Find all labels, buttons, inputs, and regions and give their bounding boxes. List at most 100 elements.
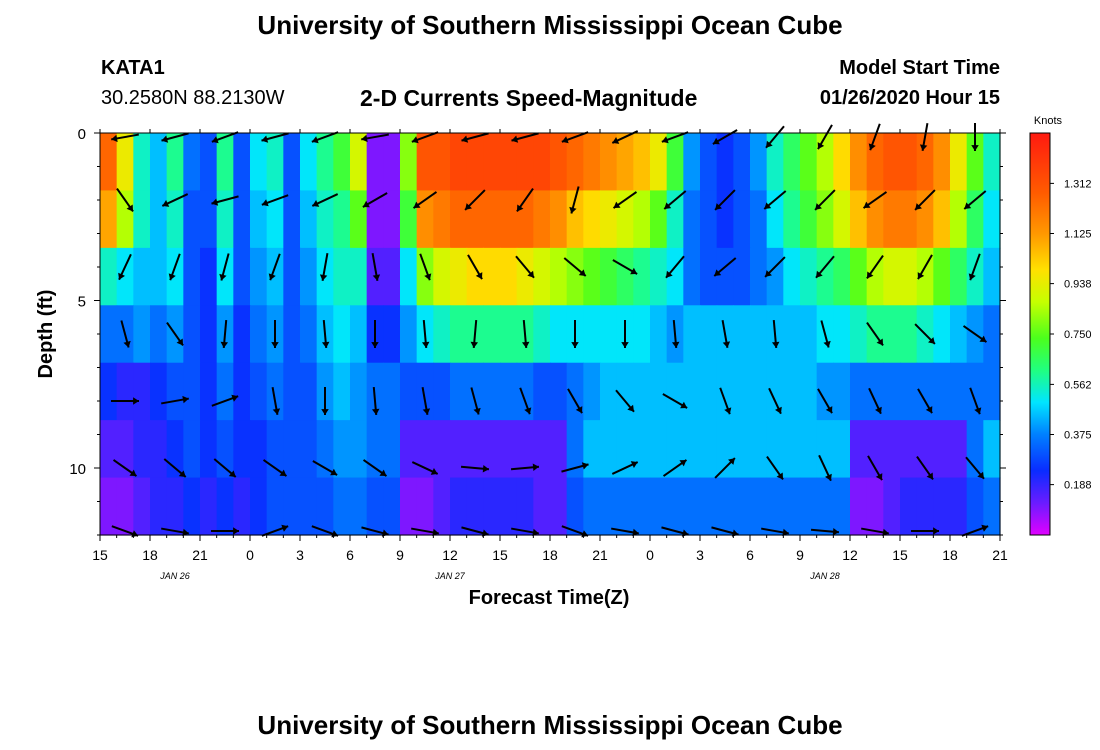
heatmap-cell (883, 190, 901, 249)
heatmap-cell (833, 190, 851, 249)
heatmap-cell (433, 420, 451, 479)
heatmap-cell (100, 190, 118, 249)
heatmap-cell (166, 477, 184, 536)
heatmap-cell (933, 420, 951, 479)
current-arrow (719, 387, 732, 415)
heatmap-cell (233, 420, 251, 479)
heatmap-cell (500, 305, 518, 364)
heatmap-cell (300, 133, 318, 192)
heatmap-cell (566, 362, 584, 421)
heatmap-cell (216, 133, 234, 192)
heatmap-cell (733, 247, 751, 306)
heatmap-cell (400, 247, 418, 306)
heatmap-cell (766, 133, 784, 192)
heatmap-cell (700, 190, 718, 249)
heatmap-cell (900, 362, 918, 421)
current-arrow (412, 191, 438, 209)
heatmap-cell (933, 362, 951, 421)
current-arrow (211, 131, 239, 144)
heatmap-cell (200, 305, 218, 364)
current-arrow (962, 325, 988, 343)
date-label: JAN 27 (434, 571, 466, 581)
heatmap-cell (266, 420, 284, 479)
heatmap-cell (316, 133, 334, 192)
heatmap-cell (750, 305, 768, 364)
heatmap-cell (250, 420, 268, 479)
current-arrow (163, 458, 187, 478)
current-vectors (111, 123, 989, 538)
x-tick-label: 15 (892, 547, 908, 563)
heatmap-cell (566, 133, 584, 192)
heatmap-cell (983, 420, 1001, 479)
x-tick-label: 18 (942, 547, 958, 563)
heatmap-cell (716, 477, 734, 536)
current-arrow (421, 319, 430, 349)
x-tick-label: 9 (396, 547, 404, 563)
heatmap-cell (750, 190, 768, 249)
heatmap-cell (633, 477, 651, 536)
heatmap-cell (883, 420, 901, 479)
heatmap-cell (900, 133, 918, 192)
heatmap-cell (266, 362, 284, 421)
heatmap-cell (866, 247, 884, 306)
heatmap-cell (366, 477, 384, 536)
heatmap-cell (383, 190, 401, 249)
date-label: JAN 28 (809, 571, 840, 581)
heatmap-cell (133, 362, 151, 421)
heatmap-cell (900, 305, 918, 364)
current-arrow (867, 455, 883, 481)
current-arrow (563, 257, 587, 277)
heatmap-cell (400, 477, 418, 536)
heatmap-cell (366, 420, 384, 479)
heatmap-cell (566, 190, 584, 249)
heatmap-cell (450, 362, 468, 421)
current-arrow (917, 388, 933, 414)
heatmap-cell (750, 477, 768, 536)
current-arrow (662, 393, 688, 409)
y-axis: 0 5 10 (69, 126, 1006, 536)
heatmap-cell (583, 362, 601, 421)
heatmap-cell (616, 247, 634, 306)
colorbar-tick-label: 0.375 (1064, 430, 1092, 442)
heatmap-cell (850, 190, 868, 249)
heatmap-cell (450, 133, 468, 192)
heatmap-cell (750, 133, 768, 192)
heatmap-cell (766, 477, 784, 536)
current-arrow (411, 527, 439, 537)
heatmap-cell (833, 477, 851, 536)
date-label: JAN 26 (159, 571, 190, 581)
heatmap-cell (383, 305, 401, 364)
x-tick-label: 0 (646, 547, 654, 563)
current-arrow (361, 133, 389, 143)
heatmap-cell (200, 190, 218, 249)
current-arrow (771, 319, 780, 349)
heatmap-cell (683, 247, 701, 306)
current-arrow (515, 255, 535, 279)
heatmap-cell (933, 305, 951, 364)
colorbar-tick-label: 1.125 (1064, 229, 1092, 241)
page-title: University of Southern Mississippi Ocean… (257, 10, 843, 40)
heatmap-cell (583, 420, 601, 479)
heatmap-cell (633, 362, 651, 421)
heatmap-cell (783, 420, 801, 479)
current-arrow (168, 253, 181, 281)
heatmap-cell (666, 477, 684, 536)
current-arrow (714, 189, 736, 211)
heatmap-cell (183, 477, 201, 536)
x-tick-label: 0 (246, 547, 254, 563)
heatmap-cell (700, 305, 718, 364)
heatmap-cell (283, 133, 301, 192)
current-arrow (511, 132, 539, 143)
current-arrow (211, 527, 239, 535)
heatmap-cell (833, 133, 851, 192)
heatmap-cell (533, 247, 551, 306)
heatmap-cell (266, 247, 284, 306)
heatmap-cell (150, 420, 168, 479)
colorbar-tick-label: 0.750 (1064, 329, 1092, 341)
heatmap-cell (733, 133, 751, 192)
heatmap-cell (550, 477, 568, 536)
colorbar-ticks: 1.312 1.125 0.938 0.750 0.562 0.375 0.188 (1050, 178, 1092, 492)
heatmap-cell (500, 362, 518, 421)
heatmap-cell (866, 420, 884, 479)
